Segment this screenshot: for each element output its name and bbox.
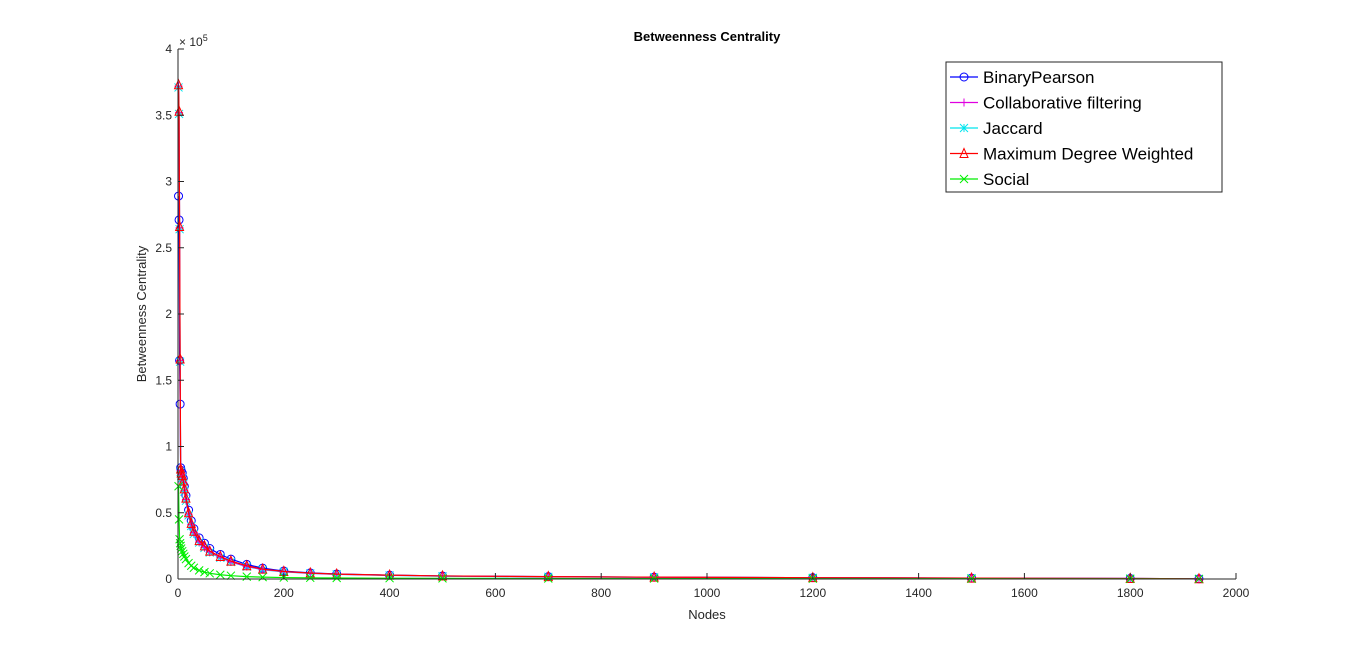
- data-point: [174, 191, 184, 201]
- y-axis-label: Betweenness Centrality: [134, 245, 149, 382]
- data-point: [173, 78, 184, 90]
- data-point: [189, 563, 199, 573]
- plot-area: [173, 78, 1204, 584]
- y-tick-label: 0.5: [155, 506, 172, 520]
- data-point: [177, 469, 188, 481]
- data-point: [189, 525, 199, 536]
- legend-marker: [959, 72, 969, 82]
- x-tick-label: 600: [485, 586, 505, 600]
- x-tick-label: 400: [380, 586, 400, 600]
- data-point: [226, 554, 236, 566]
- y-tick-label: 1: [165, 440, 172, 454]
- data-point: [205, 568, 215, 578]
- y-tick-label: 2.5: [155, 241, 172, 255]
- x-tick-label: 200: [274, 586, 294, 600]
- legend-label: Maximum Degree Weighted: [983, 145, 1193, 164]
- data-point: [1125, 572, 1135, 583]
- data-point: [178, 549, 188, 559]
- data-point: [437, 569, 448, 581]
- series-line: [177, 486, 1199, 580]
- data-point: [174, 481, 183, 491]
- legend-item-collaborative-filtering: Collaborative filtering: [950, 94, 1142, 113]
- data-point: [181, 491, 191, 503]
- data-point: [226, 571, 236, 581]
- y-tick-label: 1.5: [155, 373, 172, 387]
- legend-label: Collaborative filtering: [983, 94, 1142, 113]
- chart-title: Betweenness Centrality: [634, 29, 781, 44]
- legend-label: Social: [983, 170, 1029, 189]
- y-tick-label: 2: [165, 307, 172, 321]
- data-point: [204, 544, 215, 556]
- x-tick-label: 2000: [1223, 586, 1250, 600]
- data-point: [305, 573, 315, 583]
- data-point: [179, 482, 190, 494]
- x-tick-label: 1600: [1011, 586, 1038, 600]
- data-point: [966, 571, 977, 583]
- x-axis-label: Nodes: [688, 607, 726, 622]
- data-point: [178, 474, 189, 486]
- data-point: [176, 544, 186, 553]
- data-point: [174, 515, 184, 524]
- x-tick-label: 1400: [905, 586, 932, 600]
- legend-item-binarypearson: BinaryPearson: [950, 68, 1095, 87]
- data-point: [186, 517, 196, 528]
- series-binarypearson: [174, 191, 1204, 584]
- series-line: [177, 196, 1199, 580]
- x-tick-label: 800: [591, 586, 611, 600]
- data-point: [194, 566, 204, 575]
- legend-box: [945, 61, 1223, 193]
- data-point: [215, 550, 226, 561]
- x-tick-label: 1200: [799, 586, 826, 600]
- legend-marker: [959, 174, 969, 184]
- x-tick-label: 1800: [1117, 586, 1144, 600]
- legend-item-maximum-degree-weighted: Maximum Degree Weighted: [950, 145, 1193, 164]
- legend-marker: [959, 147, 969, 158]
- data-point: [199, 539, 210, 551]
- axes: 0 200 400 600 800 1000 1200 1400 1600 1800 2000 0 0.…: [155, 33, 1249, 600]
- legend-marker: [959, 123, 969, 133]
- data-point: [200, 567, 209, 577]
- series-social: [174, 481, 1204, 584]
- data-point: [332, 573, 342, 583]
- data-point: [258, 572, 267, 582]
- y-tick-label: 4: [165, 42, 172, 56]
- data-point: [215, 570, 225, 580]
- data-point: [305, 566, 316, 578]
- legend-label: Jaccard: [983, 119, 1043, 138]
- legend-item-social: Social: [950, 170, 1029, 189]
- data-point: [175, 538, 185, 548]
- x-tick-label: 0: [175, 586, 182, 600]
- data-point: [242, 559, 252, 571]
- data-point: [1194, 572, 1204, 584]
- x-tick-label: 1000: [694, 586, 721, 600]
- y-tick-label: 3: [165, 175, 172, 189]
- legend-marker: [960, 98, 968, 107]
- data-point: [257, 562, 268, 574]
- data-point: [438, 573, 447, 583]
- legend: BinaryPearson Collaborative filtering Jacc…: [945, 61, 1223, 193]
- data-point: [543, 574, 553, 583]
- legend-item-jaccard: Jaccard: [950, 119, 1043, 138]
- data-point: [179, 552, 189, 561]
- data-point: [181, 554, 191, 564]
- data-point: [183, 506, 194, 518]
- data-point: [177, 546, 187, 556]
- data-point: [194, 534, 204, 546]
- y-tick-label: 0: [165, 572, 172, 586]
- y-axis-exponent: × 105: [179, 33, 208, 49]
- legend-label: BinaryPearson: [983, 68, 1095, 87]
- y-tick-label: 3.5: [155, 108, 172, 122]
